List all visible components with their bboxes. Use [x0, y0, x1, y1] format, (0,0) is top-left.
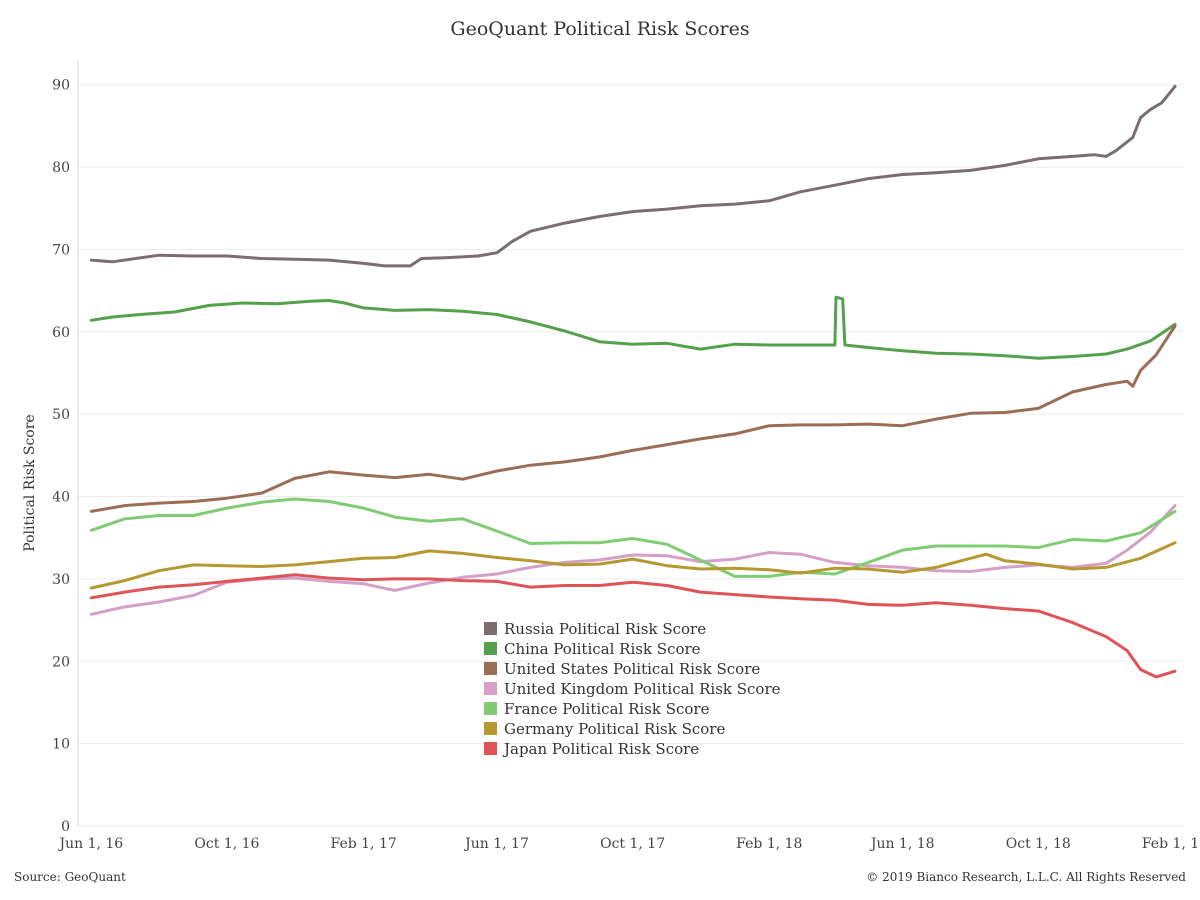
x-tick-label: Oct 1, 18 [1006, 836, 1071, 852]
copyright-note: © 2019 Bianco Research, L.L.C. All Right… [866, 870, 1186, 884]
legend-swatch [484, 742, 497, 755]
y-tick-label: 10 [52, 737, 70, 753]
x-tick-label: Oct 1, 17 [600, 836, 665, 852]
y-axis-ticks: 0 10 20 30 40 50 60 70 80 90 [52, 78, 70, 835]
x-tick-label: Feb 1, 19 [1142, 836, 1200, 852]
legend-label: Germany Political Risk Score [504, 720, 725, 738]
series-line-6 [89, 573, 1177, 679]
x-axis-ticks: Jun 1, 16 Oct 1, 16 Feb 1, 17 Jun 1, 17 Oct … [57, 836, 1200, 852]
y-tick-label: 50 [52, 407, 70, 423]
y-tick-label: 0 [61, 819, 70, 835]
legend-label: United Kingdom Political Risk Score [504, 680, 781, 698]
legend-swatch [484, 662, 497, 675]
legend-swatch [484, 682, 497, 695]
legend-swatch [484, 622, 497, 635]
legend-label: China Political Risk Score [504, 640, 701, 658]
y-tick-label: 70 [52, 242, 70, 258]
y-tick-label: 80 [52, 160, 70, 176]
series-line-3 [89, 504, 1177, 616]
series-line-1 [89, 295, 1177, 360]
series-line-0 [89, 84, 1177, 268]
y-tick-label: 20 [52, 654, 70, 670]
y-tick-label: 60 [52, 325, 70, 341]
y-tick-label: 30 [52, 572, 70, 588]
legend: Russia Political Risk Score China Politic… [484, 620, 781, 758]
y-tick-label: 40 [52, 490, 70, 506]
legend-swatch [484, 702, 497, 715]
legend-swatch [484, 722, 497, 735]
y-axis-title: Political Risk Score [22, 414, 38, 551]
legend-label: France Political Risk Score [504, 700, 710, 718]
x-tick-label: Jun 1, 18 [869, 836, 935, 852]
x-tick-label: Feb 1, 17 [331, 836, 397, 852]
gridlines [78, 84, 1185, 827]
x-tick-label: Feb 1, 18 [736, 836, 802, 852]
series-line-4 [89, 497, 1177, 578]
series-lines [89, 84, 1177, 679]
y-tick-label: 90 [52, 78, 70, 94]
chart-title: GeoQuant Political Risk Scores [450, 18, 750, 40]
series-line-5 [89, 541, 1177, 590]
legend-label: Japan Political Risk Score [502, 740, 699, 758]
legend-label: United States Political Risk Score [504, 660, 760, 678]
x-tick-label: Jun 1, 16 [57, 836, 123, 852]
x-tick-label: Oct 1, 16 [194, 836, 259, 852]
legend-swatch [484, 642, 497, 655]
legend-label: Russia Political Risk Score [504, 620, 706, 638]
x-tick-label: Jun 1, 17 [463, 836, 529, 852]
series-line-2 [89, 324, 1177, 513]
source-note: Source: GeoQuant [14, 870, 126, 884]
